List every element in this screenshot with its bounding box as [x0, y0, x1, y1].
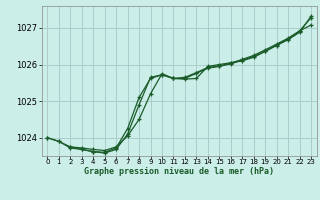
X-axis label: Graphe pression niveau de la mer (hPa): Graphe pression niveau de la mer (hPa) [84, 167, 274, 176]
